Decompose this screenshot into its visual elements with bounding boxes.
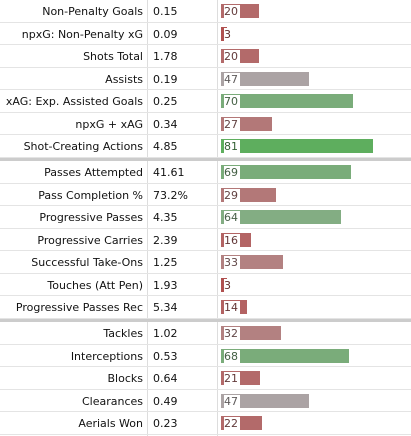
stat-row: Assists 0.19 47 [0, 68, 411, 90]
per90-value: 1.02 [153, 327, 178, 340]
column-divider [217, 0, 218, 436]
stat-name: Shot-Creating Actions [23, 140, 143, 153]
stat-row: Aerials Won 0.23 22 [0, 412, 411, 435]
percentile-value: 16 [224, 233, 240, 247]
stat-row: Blocks 0.64 21 [0, 367, 411, 390]
section-separator [0, 157, 411, 161]
stat-row: Tackles 1.02 32 [0, 322, 411, 345]
per90-value: 0.64 [153, 372, 178, 385]
stat-name: Progressive Passes [39, 211, 143, 224]
per90-value: 0.25 [153, 95, 178, 108]
stat-row: Shot-Creating Actions 4.85 81 [0, 135, 411, 158]
percentile-bar [221, 277, 227, 292]
percentile-bar [221, 165, 351, 179]
percentile-value: 68 [224, 349, 240, 363]
percentile-value: 81 [224, 140, 240, 153]
per90-value: 0.49 [153, 394, 178, 408]
stat-name: Progressive Passes Rec [15, 301, 143, 314]
per90-value: 41.61 [153, 166, 185, 179]
percentile-value: 27 [224, 117, 240, 131]
stat-row: Non-Penalty Goals 0.15 20 [0, 0, 411, 23]
stat-row: Touches (Att Pen) 1.93 3 [0, 274, 411, 296]
percentile-value: 20 [224, 5, 240, 18]
percentile-bar [221, 393, 310, 408]
stat-name: Tackles [103, 327, 143, 340]
stat-name: Blocks [107, 372, 143, 385]
stat-row: Clearances 0.49 47 [0, 390, 411, 412]
percentile-value: 21 [224, 372, 240, 385]
stat-row: Passes Attempted 41.61 69 [0, 161, 411, 184]
section-separator [0, 318, 411, 322]
percentile-value: 3 [224, 278, 233, 292]
percentile-bar [221, 94, 353, 108]
per90-value: 5.34 [153, 301, 178, 314]
stat-name: Assists [105, 72, 143, 86]
percentile-value: 20 [224, 50, 240, 63]
percentile-bar [221, 348, 349, 363]
per90-value: 4.85 [153, 140, 178, 153]
stat-row: Pass Completion % 73.2% 29 [0, 184, 411, 206]
percentile-bar [221, 139, 374, 153]
percentile-value: 32 [224, 327, 240, 340]
stat-row: Shots Total 1.78 20 [0, 45, 411, 68]
per90-value: 1.78 [153, 50, 178, 63]
stat-name: Successful Take-Ons [31, 256, 143, 269]
percentile-value: 69 [224, 166, 240, 179]
stat-name: Interceptions [70, 349, 143, 363]
per90-value: 1.25 [153, 256, 178, 269]
per90-value: 1.93 [153, 278, 178, 292]
stat-row: npxG + xAG 0.34 27 [0, 113, 411, 135]
per90-value: 0.19 [153, 72, 178, 86]
stat-name: Non-Penalty Goals [42, 5, 143, 18]
percentile-value: 47 [224, 72, 240, 86]
percentile-value: 29 [224, 188, 240, 202]
stat-name: npxG + xAG [75, 117, 143, 131]
per90-value: 0.23 [153, 417, 178, 430]
per90-value: 73.2% [153, 188, 188, 202]
stat-row: npxG: Non-Penalty xG 0.09 3 [0, 23, 411, 45]
stat-name: Touches (Att Pen) [47, 278, 143, 292]
stat-row: Progressive Carries 2.39 16 [0, 229, 411, 251]
stat-name: npxG: Non-Penalty xG [21, 27, 143, 41]
per90-value: 2.39 [153, 233, 178, 247]
stat-name: Clearances [81, 394, 143, 408]
per90-value: 0.53 [153, 349, 178, 363]
stat-name: Progressive Carries [37, 233, 143, 247]
stat-name: Shots Total [83, 50, 143, 63]
percentile-bar [221, 26, 227, 41]
percentile-bar [221, 210, 342, 224]
stat-row: Interceptions 0.53 68 [0, 345, 411, 367]
per90-value: 0.15 [153, 5, 178, 18]
stat-name: xAG: Exp. Assisted Goals [5, 95, 143, 108]
stat-row: Successful Take-Ons 1.25 33 [0, 251, 411, 274]
percentile-value: 14 [224, 301, 240, 314]
percentile-value: 33 [224, 256, 240, 269]
stat-row: xAG: Exp. Assisted Goals 0.25 70 [0, 90, 411, 113]
stat-name: Pass Completion % [38, 188, 143, 202]
stat-row: Progressive Passes Rec 5.34 14 [0, 296, 411, 319]
per90-value: 0.34 [153, 117, 178, 131]
per90-value: 4.35 [153, 211, 178, 224]
percentile-bar [221, 71, 310, 86]
percentile-value: 64 [224, 211, 240, 224]
percentile-value: 70 [224, 95, 240, 108]
stat-row: Progressive Passes 4.35 64 [0, 206, 411, 229]
stat-name: Aerials Won [78, 417, 143, 430]
percentile-value: 47 [224, 394, 240, 408]
percentile-value: 3 [224, 27, 233, 41]
stat-name: Passes Attempted [44, 166, 143, 179]
column-divider [147, 0, 148, 436]
percentile-value: 22 [224, 417, 240, 430]
per90-value: 0.09 [153, 27, 178, 41]
